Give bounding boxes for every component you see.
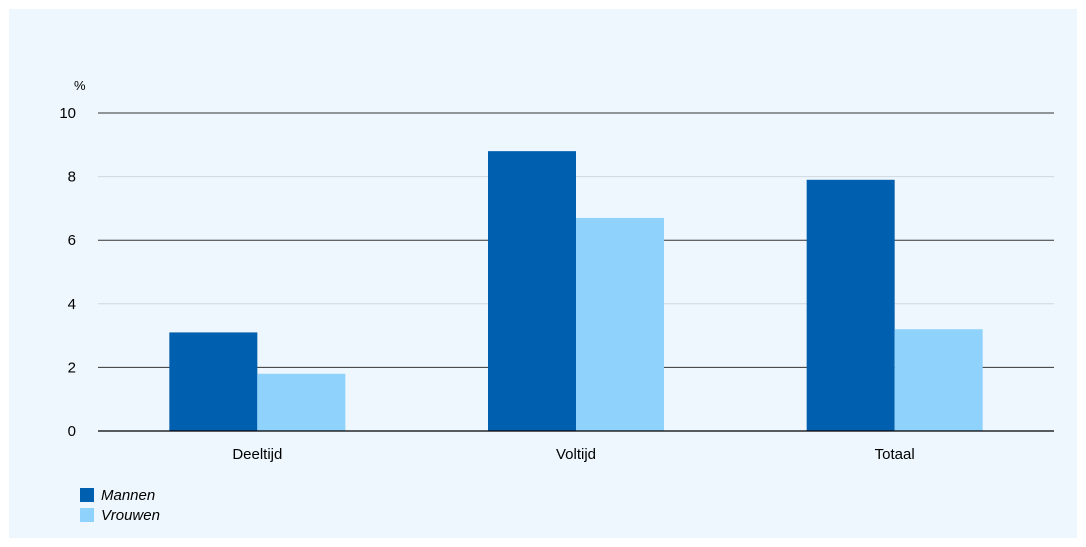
bar-voltijd-mannen bbox=[488, 151, 576, 431]
bar-totaal-mannen bbox=[806, 179, 895, 431]
y-tick-label-8: 8 bbox=[68, 169, 76, 186]
y-tick-label-2: 2 bbox=[68, 359, 76, 376]
y-tick-label-6: 6 bbox=[68, 232, 76, 249]
bar-deeltijd-vrouwen bbox=[257, 373, 346, 431]
bar-voltijd-vrouwen bbox=[576, 217, 664, 431]
bar-deeltijd-mannen bbox=[169, 332, 258, 431]
legend-swatch-vrouwen bbox=[80, 508, 94, 522]
x-tick-label-deeltijd: Deeltijd bbox=[232, 446, 282, 463]
y-axis-unit-label: % bbox=[74, 78, 86, 93]
y-tick-label-0: 0 bbox=[68, 423, 76, 440]
x-tick-label-voltijd: Voltijd bbox=[556, 446, 596, 463]
axes: 0 2 4 6 8 10 Deeltijd Voltijd Totaal bbox=[59, 105, 1054, 463]
legend-label-vrouwen: Vrouwen bbox=[101, 507, 160, 524]
legend: Mannen Vrouwen bbox=[80, 487, 160, 524]
x-tick-label-totaal: Totaal bbox=[875, 446, 915, 463]
bar-totaal-vrouwen bbox=[894, 329, 983, 431]
bars bbox=[169, 151, 983, 431]
y-tick-label-4: 4 bbox=[68, 296, 76, 313]
legend-label-mannen: Mannen bbox=[101, 487, 155, 504]
legend-swatch-mannen bbox=[80, 488, 94, 502]
y-tick-label-10: 10 bbox=[59, 105, 76, 122]
